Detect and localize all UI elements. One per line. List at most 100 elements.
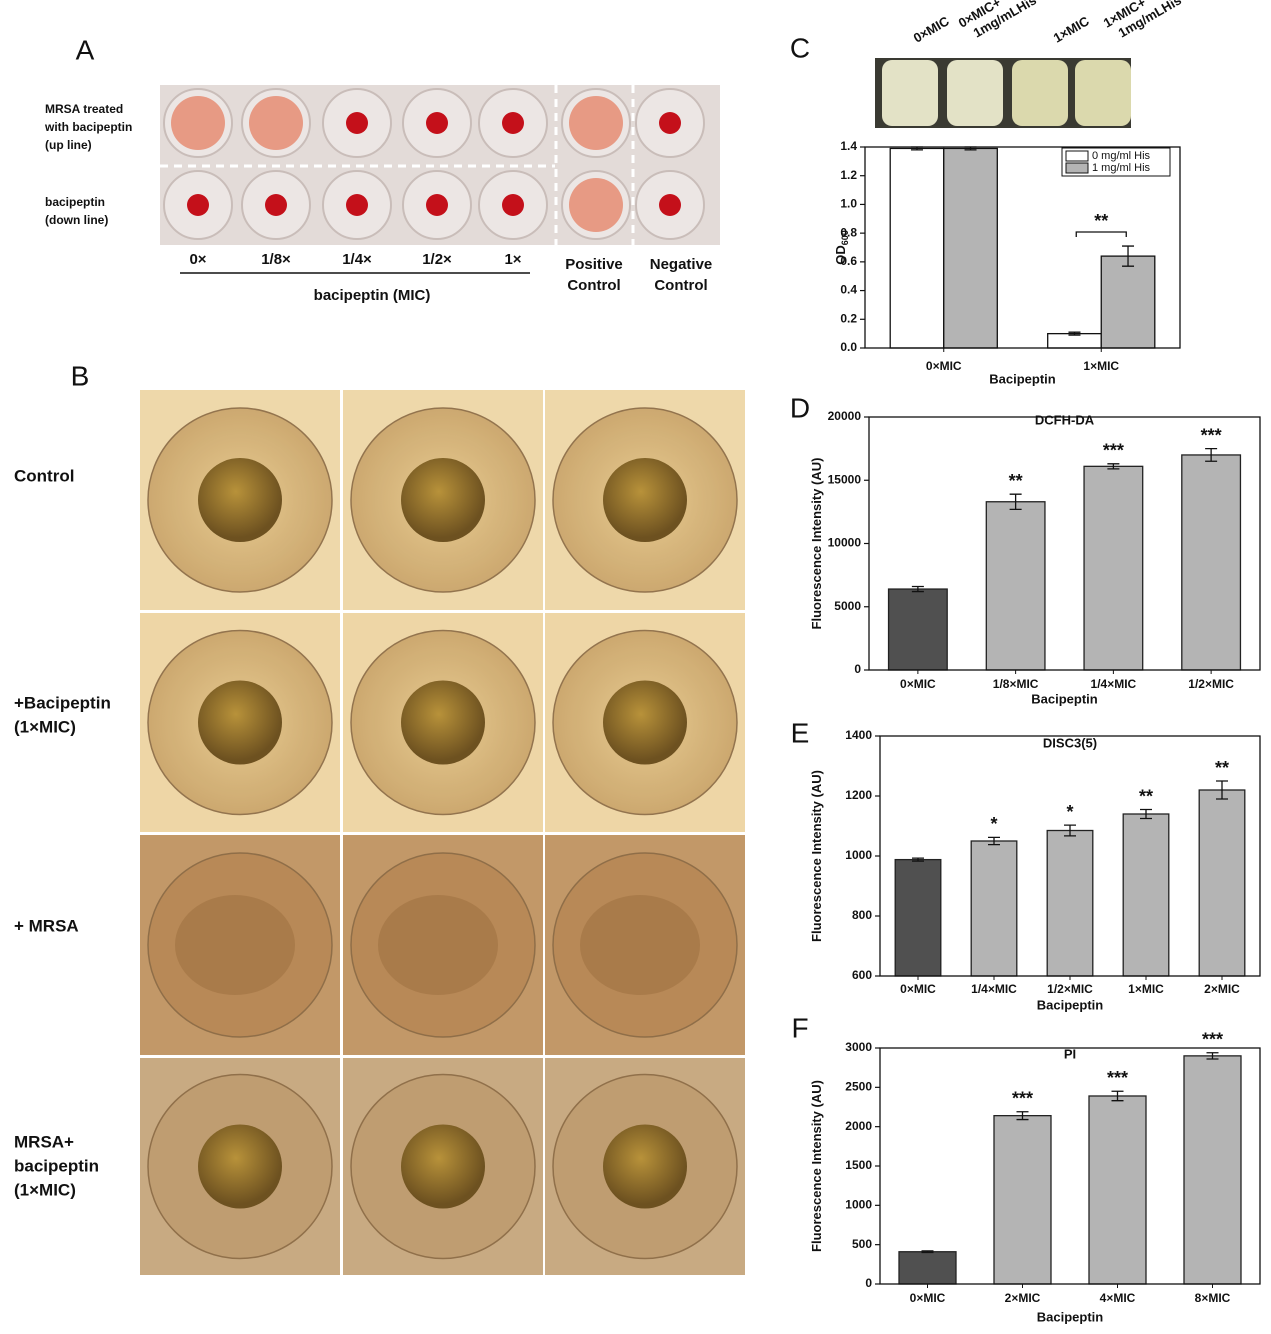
y-tick-label: 1.2 [840,168,857,182]
y-axis-label: Fluorescence Intensity (AU) [809,458,824,630]
x-tick-label: 0×MIC [900,677,936,691]
significance: ** [1139,786,1153,806]
error-bar [1216,780,1228,800]
error-bar [912,857,924,862]
plot-frame [868,416,1261,671]
y-tick-label: 0.6 [840,254,857,268]
bar [1183,1055,1242,1285]
y-tick-label: 1500 [845,1158,872,1172]
x-tick-label: 1/8×MIC [993,677,1039,691]
column-label: 1× [504,251,521,268]
y-tick-label: 0.4 [840,283,857,297]
well-content [502,194,524,216]
y-tick-label: 1200 [845,788,872,802]
significance: *** [1202,1029,1223,1049]
error-bar [921,1250,934,1254]
y-tick-label: 2500 [845,1080,872,1094]
well-content [659,112,681,134]
x-axis-label: Bacipeptin [1037,1309,1104,1324]
panel-letter: D [790,392,810,423]
panel-letter: C [790,32,810,63]
error-bar [1068,331,1081,336]
bar [1047,332,1102,349]
bar [1083,465,1144,671]
panel-letter: F [791,1012,808,1043]
legend-swatch [1065,150,1089,162]
error-bar [1064,824,1076,837]
significance: *** [1012,1088,1033,1108]
x-tick-label: 0×MIC [900,982,936,996]
well-content [659,194,681,216]
well-content [426,112,448,134]
tube-label-line: 0×MIC [911,13,953,46]
x-tick-label: 1/4×MIC [1091,677,1137,691]
row-label: (1×MIC) [14,1180,76,1199]
tube-label: 1×MIC+1mg/mLHis [1101,0,1184,40]
significance: ** [1215,758,1229,778]
y-axis-label: Fluorescence Intensity (AU) [809,1080,824,1252]
yolk [401,680,485,765]
error-bar [911,585,924,593]
bar [898,1251,957,1285]
yolk [198,458,282,542]
x-tick-label: 4×MIC [1100,1291,1136,1305]
error-bar [1205,447,1218,462]
y-axis-label-subscript: 600 [840,230,850,245]
x-tick-label: 0×MIC [926,359,962,373]
y-tick-label: 2000 [845,1119,872,1133]
yolk [603,680,687,765]
y-tick-label: 1400 [845,728,872,742]
bar [1088,1095,1147,1285]
column-label: 1/2× [422,251,452,268]
panel-letter: B [71,360,90,391]
tube-label: 0×MIC+1mg/mLHis [956,0,1039,40]
y-axis-label: OD600 [833,230,850,265]
y-axis-label-text: Fluorescence Intensity (AU) [809,1080,824,1252]
y-axis-label-text: Fluorescence Intensity (AU) [809,458,824,630]
legend-label: 0 mg/ml His [1092,150,1151,162]
well-content [569,178,623,232]
y-tick-label: 3000 [845,1040,872,1054]
row-label: bacipeptin [14,1156,99,1175]
y-tick-label: 0 [865,1276,872,1290]
column-label: Control [654,277,707,294]
axis-label: bacipeptin (MIC) [314,287,431,304]
row-label: (up line) [45,138,92,152]
significance: * [1066,802,1073,822]
error-bar [1122,245,1135,267]
y-axis-label: Fluorescence Intensity (AU) [809,770,824,942]
chart-title: DISC3(5) [1043,735,1097,750]
column-label: Positive [565,256,623,273]
well-content [502,112,524,134]
bar [887,588,948,671]
error-bar [1140,808,1152,820]
y-tick-label: 20000 [828,409,862,423]
panel-letter: E [791,717,810,748]
y-tick-label: 0 [854,662,861,676]
legend-label: 1 mg/ml His [1092,162,1151,174]
legend-swatch [1065,162,1089,174]
significance: ** [1009,471,1023,491]
yolk [198,680,282,765]
row-label: + MRSA [14,916,79,935]
y-axis-label-text: OD [833,245,848,265]
well-content [426,194,448,216]
row-label: MRSA+ [14,1132,74,1151]
row-label: bacipeptin [45,195,105,209]
y-tick-label: 1.4 [840,139,857,153]
significance: *** [1103,441,1124,461]
x-tick-label: 0×MIC [910,1291,946,1305]
x-tick-label: 1/4×MIC [971,982,1017,996]
column-label: 1/4× [342,251,372,268]
tube-label: 1×MIC [1051,13,1093,46]
bar [943,147,998,349]
row-label: +Bacipeptin [14,693,111,712]
x-tick-label: 1/2×MIC [1188,677,1234,691]
bar [1122,813,1170,977]
y-tick-label: 10000 [828,536,862,550]
row-label: MRSA treated [45,102,123,116]
well-content [346,194,368,216]
row-label: (down line) [45,213,108,227]
